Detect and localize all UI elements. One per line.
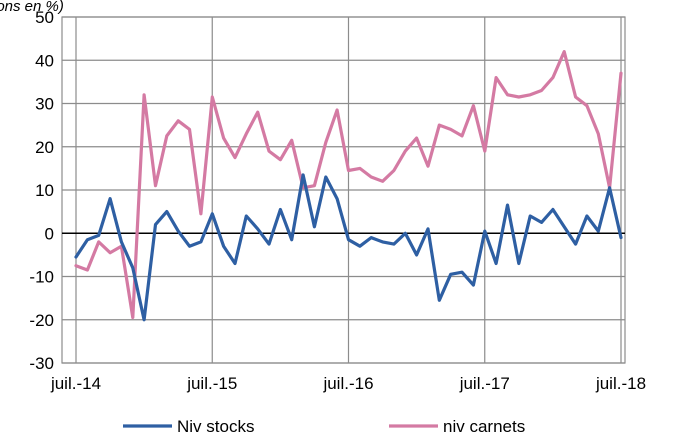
x-tick-label: juil.-16 [322, 374, 373, 393]
y-tick-label: 40 [35, 51, 54, 70]
legend-item: niv carnets [389, 417, 525, 436]
chart-heading-cut: ... saisonnier, en solde d'opinions en %… [0, 0, 64, 15]
legend-label: Niv stocks [177, 417, 254, 436]
y-axis-tick-labels: -30 -20 -10 0 10 20 30 40 50 [29, 8, 54, 373]
legend-label: niv carnets [443, 417, 525, 436]
chart-legend: Niv stocks niv carnets [123, 417, 525, 436]
y-tick-label: -30 [29, 354, 54, 373]
y-tick-label: -20 [29, 311, 54, 330]
y-tick-label: 50 [35, 8, 54, 27]
x-tick-label: juil.-14 [50, 374, 101, 393]
chart-series [74, 49, 623, 322]
y-tick-label: -10 [29, 268, 54, 287]
series-line-niv-stocks [74, 173, 623, 322]
x-tick-label: juil.-18 [595, 374, 646, 393]
x-tick-label: juil.-15 [186, 374, 237, 393]
legend-item: Niv stocks [123, 417, 254, 436]
series-line-niv-carnets [74, 49, 623, 320]
x-axis-tick-labels: juil.-14 juil.-15 juil.-16 juil.-17 juil.-18 [50, 374, 646, 393]
y-tick-label: 30 [35, 95, 54, 114]
y-tick-label: 10 [35, 181, 54, 200]
x-tick-label: juil.-17 [459, 374, 510, 393]
y-tick-label: 0 [45, 224, 54, 243]
y-tick-label: 20 [35, 138, 54, 157]
